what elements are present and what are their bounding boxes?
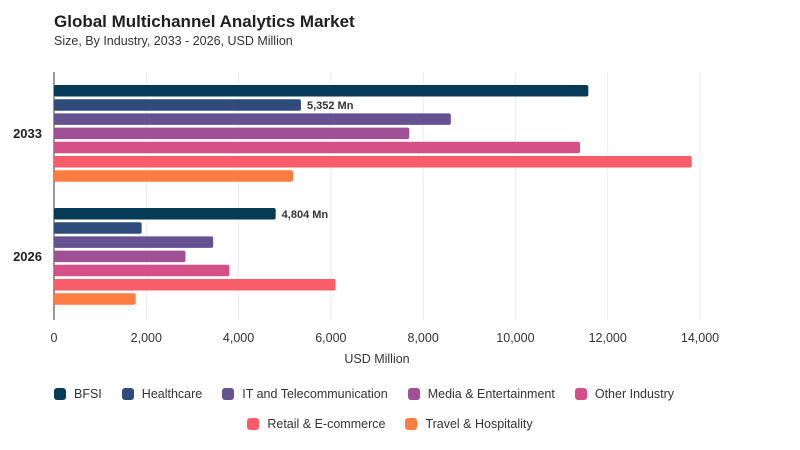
legend-swatch [222, 388, 235, 400]
bar-bfsi-2033 [54, 85, 589, 97]
bar-media-entertainment-2026 [54, 250, 186, 263]
legend-label: IT and Telecommunication [242, 387, 388, 401]
legend: BFSI Healthcare IT and Telecommunication Me… [0, 380, 800, 440]
y-category-label: 2026 [13, 249, 42, 264]
legend-label: Healthcare [141, 387, 203, 401]
bar-chart: 0 2,000 4,000 6,000 8,000 10,000 12,000 14,000 U… [13, 72, 719, 366]
bar-travel-hospitality-2026 [54, 293, 136, 305]
x-tick-label: 14,000 [681, 331, 719, 345]
bar-healthcare-2026 [54, 222, 142, 234]
legend-swatch [54, 388, 66, 400]
bar-retail-e-commerce-2026 [54, 279, 336, 291]
legend-swatch [574, 388, 587, 400]
x-tick-label: 8,000 [408, 331, 439, 345]
legend-item-other-industry[interactable]: Other Industry [574, 387, 675, 401]
x-tick-label: 0 [51, 331, 58, 345]
y-category-label: 2033 [13, 126, 42, 141]
legend-label: BFSI [74, 387, 102, 401]
legend-row: Retail & E-commerce Travel & Hospitality [0, 410, 800, 438]
x-tick-label: 6,000 [315, 331, 346, 345]
legend-row: BFSI Healthcare IT and Telecommunication Me… [0, 380, 800, 408]
bar-travel-hospitality-2033 [54, 170, 294, 182]
legend-swatch [405, 418, 418, 430]
legend-swatch [247, 418, 260, 430]
legend-item-media-entertainment[interactable]: Media & Entertainment [407, 387, 555, 401]
x-tick-label: 4,000 [223, 331, 254, 345]
legend-label: Other Industry [594, 387, 675, 401]
legend-label: Retail & E-commerce [267, 417, 386, 431]
legend-item-it-and-telecommunication[interactable]: IT and Telecommunication [222, 387, 388, 401]
bar-other-industry-2026 [54, 264, 230, 277]
bar-bfsi-2026 [54, 208, 276, 220]
bar-media-entertainment-2033 [54, 127, 410, 140]
legend-item-bfsi[interactable]: BFSI [54, 387, 102, 401]
legend-item-healthcare[interactable]: Healthcare [121, 387, 203, 401]
x-tick-label: 10,000 [496, 331, 534, 345]
bar-it-and-telecommunication-2026 [54, 236, 214, 248]
legend-item-retail-e-commerce[interactable]: Retail & E-commerce [247, 417, 385, 431]
bar-retail-e-commerce-2033 [54, 156, 692, 168]
chart-title: Global Multichannel Analytics Market [54, 12, 355, 31]
legend-swatch [121, 388, 134, 400]
legend-label: Travel & Hospitality [425, 417, 533, 431]
data-label: 5,352 Mn [307, 100, 354, 112]
bar-healthcare-2033 [54, 99, 301, 111]
legend-swatch [407, 388, 420, 400]
legend-label: Media & Entertainment [427, 387, 555, 401]
legend-item-travel-hospitality[interactable]: Travel & Hospitality [405, 417, 533, 431]
data-label: 4,804 Mn [282, 209, 329, 221]
x-tick-label: 2,000 [131, 331, 162, 345]
bar-it-and-telecommunication-2033 [54, 113, 451, 125]
bar-other-industry-2033 [54, 141, 581, 154]
x-axis-title: USD Million [344, 352, 409, 366]
chart-subtitle: Size, By Industry, 2033 - 2026, USD Mill… [54, 34, 293, 48]
x-tick-label: 12,000 [589, 331, 627, 345]
